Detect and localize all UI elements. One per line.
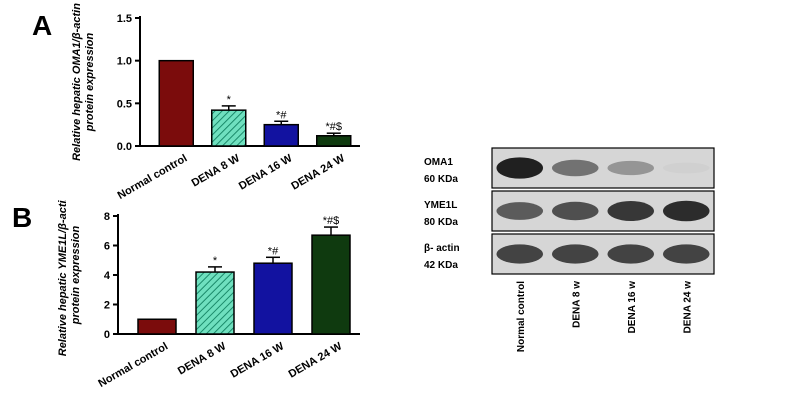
blot-kda-label: 80 KDa: [424, 217, 458, 228]
bar: [158, 59, 194, 147]
x-tick-label: DENA 16 W: [237, 152, 295, 192]
bar: [195, 271, 235, 335]
blot-protein-label: YME1L: [424, 200, 457, 211]
significance-label: *: [213, 255, 218, 267]
blot-lane-label: DENA 8 w: [571, 281, 582, 328]
blot-band: [607, 160, 655, 176]
panel-a-letter: A: [32, 10, 53, 41]
western-blot: OMA1 60 KDa YME1L 80 KDa β- actin 42 KDa Norma…: [424, 147, 715, 352]
chart-b: 0 2 4 6 8 Relative hepatic YME1L/β-actinprote…: [57, 200, 360, 390]
y-tick-label: 1.5: [117, 13, 132, 25]
blot-band: [496, 157, 544, 179]
significance-label: *#$: [323, 215, 340, 227]
x-tick-label: Normal control: [96, 340, 170, 390]
chart-a: 0.0 0.5 1.0 1.5 Relative hepatic OMA1/β-acti…: [71, 3, 360, 202]
bar: [263, 123, 299, 147]
significance-label: *#: [268, 245, 279, 257]
bar: [211, 109, 247, 147]
bar: [253, 262, 293, 335]
blot-band: [551, 159, 599, 177]
y-axis-label: Relative hepatic YME1L/β-actinprotein ex…: [57, 200, 82, 356]
blot-band: [551, 201, 599, 221]
y-tick-label: 0: [104, 329, 110, 341]
x-tick-label: DENA 8 W: [176, 340, 229, 377]
significance-label: *: [227, 94, 232, 106]
blot-lane-label: DENA 16 w: [627, 281, 638, 334]
significance-label: *#$: [325, 121, 342, 133]
significance-label: *#: [276, 109, 287, 121]
y-axis-label: Relative hepatic OMA1/β-actinprotein exp…: [71, 3, 96, 161]
blot-band: [496, 244, 544, 264]
blot-lane-label: DENA 24 w: [682, 281, 693, 334]
blot-band: [662, 162, 710, 174]
blot-protein-label: β- actin: [424, 243, 460, 254]
y-tick-label: 0.0: [117, 141, 132, 153]
x-tick-label: Normal control: [116, 152, 190, 202]
blot-lane-label: Normal control: [516, 281, 527, 352]
panel-b-letter: B: [12, 202, 33, 233]
blot-kda-label: 42 KDa: [424, 260, 458, 271]
blot-band: [607, 201, 655, 221]
y-tick-label: 1.0: [117, 56, 132, 68]
y-tick-label: 4: [104, 270, 111, 282]
x-tick-label: DENA 24 W: [287, 340, 345, 380]
bar: [311, 234, 351, 335]
x-tick-label: DENA 24 W: [289, 152, 347, 192]
bar: [137, 318, 177, 335]
blot-protein-label: OMA1: [424, 157, 453, 168]
x-tick-label: DENA 16 W: [229, 340, 287, 380]
blot-band: [662, 200, 710, 222]
blot-kda-label: 60 KDa: [424, 174, 458, 185]
x-tick-label: DENA 8 W: [190, 152, 243, 189]
blot-band: [496, 202, 544, 220]
y-tick-label: 0.5: [117, 98, 132, 110]
bar: [316, 135, 352, 147]
y-tick-label: 2: [104, 300, 110, 312]
y-tick-label: 6: [104, 241, 110, 253]
blot-band: [607, 244, 655, 264]
y-tick-label: 8: [104, 211, 110, 223]
blot-band: [662, 244, 710, 264]
blot-band: [551, 244, 599, 264]
